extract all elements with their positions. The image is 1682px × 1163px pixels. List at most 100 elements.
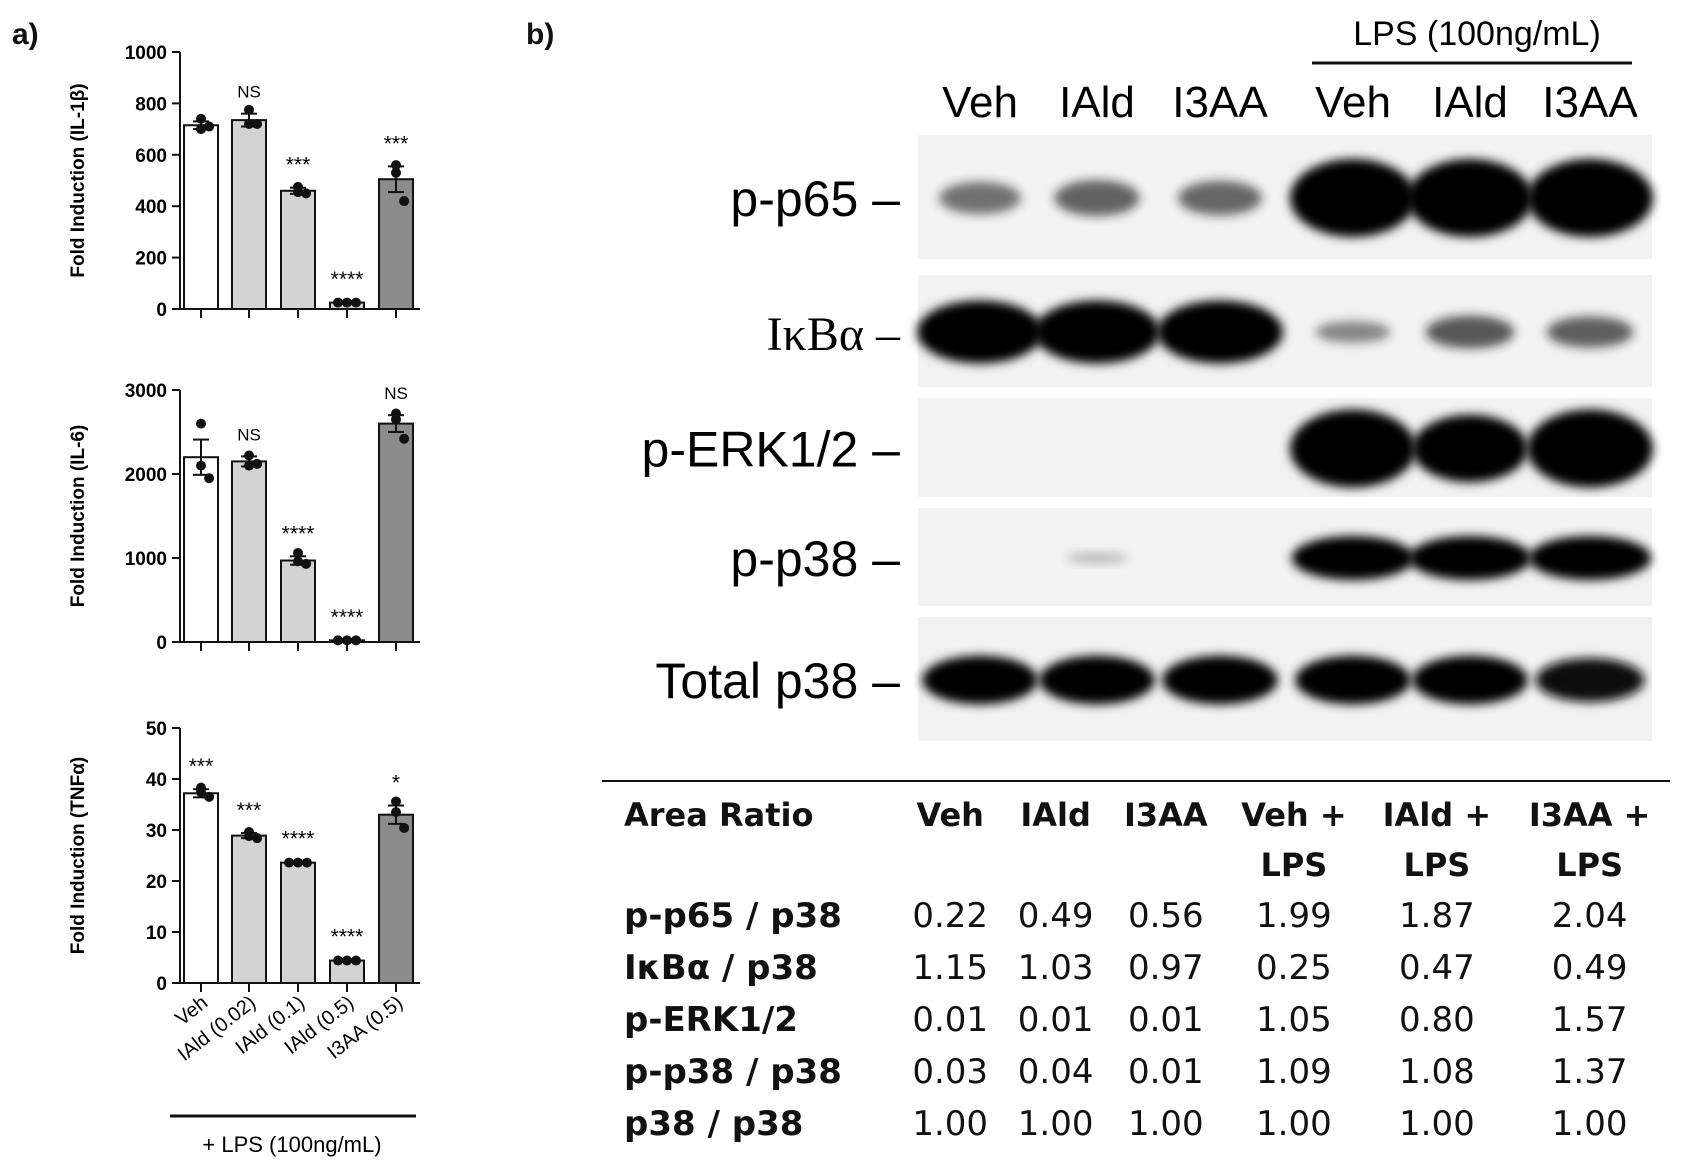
data-point (204, 791, 215, 802)
lane-label: Veh (942, 78, 1018, 127)
blot-row: p-p65 – (730, 135, 1653, 259)
significance-label: *** (189, 755, 214, 778)
table-row-label: p-p38 / p38 (624, 1052, 842, 1092)
table-row-label: p38 / p38 (624, 1104, 804, 1144)
blot-row-label: IκBα – (767, 308, 901, 361)
lane-label: I3AA (1172, 78, 1268, 127)
table-cell: 1.08 (1399, 1052, 1475, 1092)
data-point (391, 167, 401, 178)
y-tick-label: 40 (146, 770, 167, 791)
area-ratio-table: Area Ratio Veh IAld I3AA Veh + LPS IAld +… (602, 780, 1670, 1150)
blot-row-label: p-p65 – (730, 171, 900, 227)
blot-band (922, 655, 1038, 705)
y-tick-label: 20 (146, 872, 167, 893)
chart-2: 0 1000 2000 3000 Fold Induction (IL-6) NS ****… (68, 381, 420, 654)
data-point (302, 857, 312, 868)
y-tick-label: 400 (135, 197, 167, 218)
table-cell: 1.15 (912, 948, 989, 988)
table-row: p-p38 / p38 0.03 0.04 0.01 1.09 1.08 1.37 (602, 1046, 1670, 1098)
data-point (196, 113, 206, 124)
data-point (244, 460, 254, 471)
blot-band (1315, 321, 1391, 343)
blot-band (939, 181, 1021, 215)
blot-band (1535, 658, 1645, 702)
table-cell: 0.03 (912, 1052, 989, 1092)
table-cell: 0.47 (1399, 948, 1475, 988)
y-axis-label: Fold Induction (IL-6) (68, 425, 89, 608)
blot-band (1546, 316, 1634, 348)
table-cell: 1.00 (1127, 1104, 1204, 1144)
table-cell: 1.03 (1017, 948, 1094, 988)
table-cell: 1.00 (912, 1104, 989, 1144)
y-tick-label: 2000 (125, 465, 167, 486)
blot-row: Total p38 – (655, 617, 1652, 741)
lane-label: I3AA (1542, 78, 1638, 127)
table-header-cell: I3AA (1123, 796, 1208, 834)
data-point (293, 187, 303, 198)
blot-band (1408, 535, 1532, 581)
y-axis-label: Fold Induction (TNFα) (68, 757, 89, 954)
blot-band (1162, 655, 1278, 705)
table-cell: 0.80 (1399, 1000, 1475, 1040)
data-point (252, 833, 263, 844)
table-body: p-p65 / p38 0.22 0.49 0.56 1.99 1.87 2.04 IκBα … (602, 890, 1670, 1150)
data-point (399, 433, 410, 444)
blot-band (1295, 655, 1411, 705)
blot-row: p-p38 – (730, 508, 1652, 606)
table-cell: 0.97 (1127, 948, 1204, 988)
table-header-row: Area Ratio Veh IAld I3AA Veh + LPS IAld +… (602, 780, 1670, 890)
data-point (391, 796, 401, 807)
table-row-label: IκBα / p38 (624, 948, 818, 988)
y-tick-label: 3000 (125, 381, 167, 402)
blot-band (1425, 315, 1515, 349)
table-header-cell: Veh + LPS (1241, 796, 1347, 884)
data-point (293, 547, 303, 558)
data-point (301, 558, 312, 569)
table-header-cell: IAld + LPS (1382, 796, 1492, 884)
data-point (196, 787, 206, 798)
blot-band (1290, 159, 1416, 237)
data-point (342, 635, 352, 646)
blot-band (1157, 300, 1283, 364)
data-point (333, 955, 343, 966)
lps-label: + LPS (100ng/mL) (202, 1132, 381, 1157)
panel-a-label: a) (12, 18, 39, 51)
significance-label: *** (286, 154, 311, 177)
significance-label: *** (384, 132, 409, 155)
data-point (204, 473, 215, 484)
blot-row-label: Total p38 – (655, 653, 900, 709)
table-row: p-ERK1/2 0.01 0.01 0.01 1.05 0.80 1.57 (602, 994, 1670, 1046)
table-cell: 1.87 (1399, 896, 1475, 936)
table-header-cell: I3AA + LPS (1528, 796, 1651, 884)
area-ratio-table-wrap: Area Ratio Veh IAld I3AA Veh + LPS IAld +… (602, 780, 1670, 1150)
y-tick-label: 10 (146, 923, 167, 944)
blot-row: p-ERK1/2 – (642, 398, 1653, 497)
table-cell: 0.22 (912, 896, 989, 936)
data-point (391, 160, 401, 171)
table-cell: 1.00 (1017, 1104, 1094, 1144)
bar (231, 119, 267, 311)
y-tick-label: 50 (146, 719, 167, 740)
significance-label: **** (331, 926, 364, 949)
data-point (391, 414, 401, 425)
table-header-cell: IAld (1020, 796, 1091, 834)
bar (183, 792, 219, 985)
blot-band (1412, 414, 1528, 483)
blot-band (1066, 553, 1128, 563)
data-point (399, 196, 410, 207)
blot-band (1412, 655, 1528, 705)
data-point (252, 458, 263, 469)
data-point (196, 418, 206, 429)
significance-label: NS (384, 384, 408, 403)
bar (378, 813, 414, 985)
y-tick-label: 30 (146, 821, 167, 842)
data-point (342, 297, 352, 308)
blot-band (1291, 535, 1415, 581)
data-point (342, 955, 352, 966)
data-point (333, 635, 343, 646)
lps-header: LPS (100ng/mL) (1353, 15, 1601, 53)
significance-label: **** (282, 522, 315, 545)
chart-1: 0 200 400 600 800 1000 Fold Induction (IL-1β) N… (68, 43, 420, 321)
